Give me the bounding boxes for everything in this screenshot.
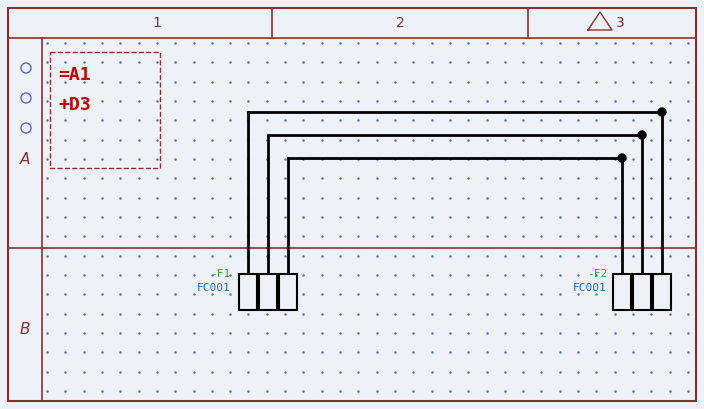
Text: -F2: -F2	[586, 269, 607, 279]
Circle shape	[618, 154, 626, 162]
Circle shape	[638, 131, 646, 139]
Text: A: A	[20, 153, 30, 168]
Bar	[633, 274, 651, 310]
Bar	[279, 274, 297, 310]
Text: 3: 3	[615, 16, 624, 30]
Text: B: B	[20, 323, 30, 337]
Text: FC001: FC001	[573, 283, 607, 293]
Text: FC001: FC001	[196, 283, 230, 293]
Bar	[613, 274, 631, 310]
Text: 1: 1	[153, 16, 161, 30]
Bar	[259, 274, 277, 310]
Circle shape	[658, 108, 666, 116]
Text: 2: 2	[396, 16, 404, 30]
Bar	[653, 274, 671, 310]
Text: =A1: =A1	[58, 66, 91, 84]
Text: +D3: +D3	[58, 96, 91, 114]
Bar	[239, 274, 257, 310]
Text: -F1: -F1	[210, 269, 230, 279]
